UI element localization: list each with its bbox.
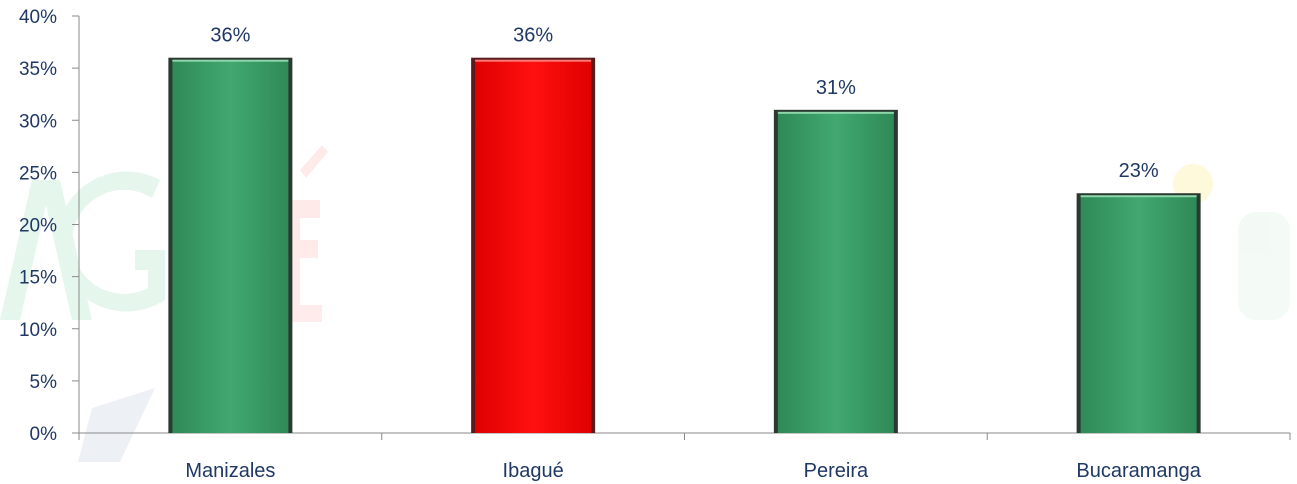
axes: 0% 5% 10% 15% 20% 25% 30% 35% 40% [19,7,1291,445]
category-label: Manizales [185,460,275,482]
bar-bucaramanga [1080,196,1197,433]
bar-group [168,57,293,433]
y-tick-label: 0% [30,424,58,445]
watermark-bar [1238,212,1290,320]
y-tick-label: 20% [19,216,57,237]
y-tick-label: 30% [19,111,57,132]
bar-highlight [777,111,894,114]
labels: 36% Manizales 36% Ibagué 31% Pereira 23% Bucara… [185,25,1201,482]
bar-group [1076,193,1201,433]
bar-group [471,57,596,433]
bar-highlight [475,59,592,62]
y-tick-label: 25% [19,163,57,184]
bar-group [773,109,898,433]
data-label: 23% [1119,160,1159,182]
watermark-slash [78,388,155,462]
bar-manizales [172,60,289,433]
bars [168,57,1201,433]
background-watermark [0,145,1290,462]
watermark-letter-a [0,180,92,320]
watermark-letter-e [290,200,322,322]
y-tick-label: 10% [19,320,57,341]
bar-highlight [172,59,289,62]
y-tick-label: 40% [19,7,57,28]
bar-pereira [777,112,894,433]
y-tick-label: 5% [30,372,58,393]
category-label: Ibagué [503,460,564,482]
y-tick-label: 35% [19,59,57,80]
category-label: Bucaramanga [1076,460,1201,482]
category-label: Pereira [804,460,869,482]
watermark-accent [300,145,328,178]
bar-highlight [1080,195,1197,198]
data-label: 36% [513,25,553,47]
y-tick-label: 15% [19,268,57,289]
watermark-letter-g [56,171,165,312]
bar-ibagu [475,60,592,433]
data-label: 36% [210,25,250,47]
data-label: 31% [816,77,856,99]
